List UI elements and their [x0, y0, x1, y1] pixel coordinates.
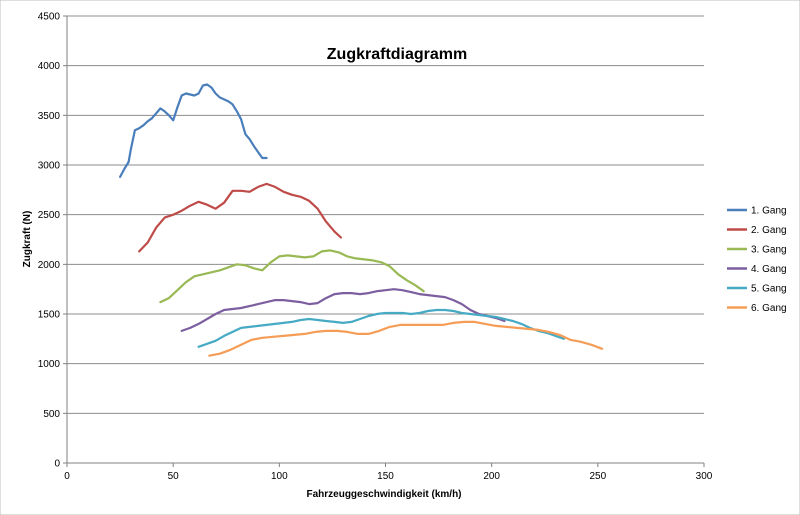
x-tick-label: 50 — [168, 471, 180, 482]
y-tick-label: 2500 — [38, 210, 61, 221]
chart-title: Zugkraftdiagramm — [327, 46, 467, 63]
series-line-gang-5 — [197, 308, 566, 348]
legend-label: 1. Gang — [751, 206, 787, 217]
legend-label: 5. Gang — [751, 284, 787, 295]
legend-label: 6. Gang — [751, 303, 787, 314]
legend-item: 2. Gang — [727, 225, 787, 236]
y-tick-label: 4500 — [38, 12, 61, 23]
x-tick-label: 100 — [271, 471, 288, 482]
y-tick-label: 0 — [54, 459, 60, 470]
legend-label: 4. Gang — [751, 264, 787, 275]
y-tick-label: 500 — [43, 409, 60, 420]
legend-item: 6. Gang — [727, 303, 787, 314]
x-tick-label: 150 — [377, 471, 394, 482]
x-tick-label: 250 — [589, 471, 606, 482]
y-tick-label: 3500 — [38, 111, 61, 122]
legend: 1. Gang 2. Gang 3. Gang 4. Gang 5. Gang 6. Ga… — [727, 206, 787, 314]
legend-label: 3. Gang — [751, 245, 787, 256]
y-tick-label: 1000 — [38, 359, 61, 370]
series-line-gang-2 — [138, 182, 342, 253]
y-tick-label: 3000 — [38, 161, 61, 172]
x-tick-label: 200 — [483, 471, 500, 482]
series-line-gang-3 — [159, 249, 425, 304]
series-line-gang-4 — [180, 288, 506, 332]
y-tick-label: 2000 — [38, 260, 61, 271]
legend-item: 4. Gang — [727, 264, 787, 275]
x-axis-title: Fahrzeuggeschwindigkeit (km/h) — [306, 489, 461, 500]
y-tick-label: 1500 — [38, 310, 61, 321]
legend-label: 2. Gang — [751, 225, 787, 236]
axes — [63, 15, 705, 467]
series-line-gang-1 — [118, 83, 268, 178]
y-axis-title: Zugkraft (N) — [22, 211, 33, 268]
x-tick-label: 300 — [696, 471, 713, 482]
tick-labels: 0 500 1000 1500 2000 2500 3000 3500 4000 4500 0 50 1… — [38, 12, 713, 483]
legend-item: 5. Gang — [727, 284, 787, 295]
legend-item: 3. Gang — [727, 245, 787, 256]
series-line-gang-6 — [208, 320, 604, 357]
legend-item: 1. Gang — [727, 206, 787, 217]
data-series — [118, 83, 604, 357]
x-tick-label: 0 — [64, 471, 70, 482]
y-tick-label: 4000 — [38, 61, 61, 72]
